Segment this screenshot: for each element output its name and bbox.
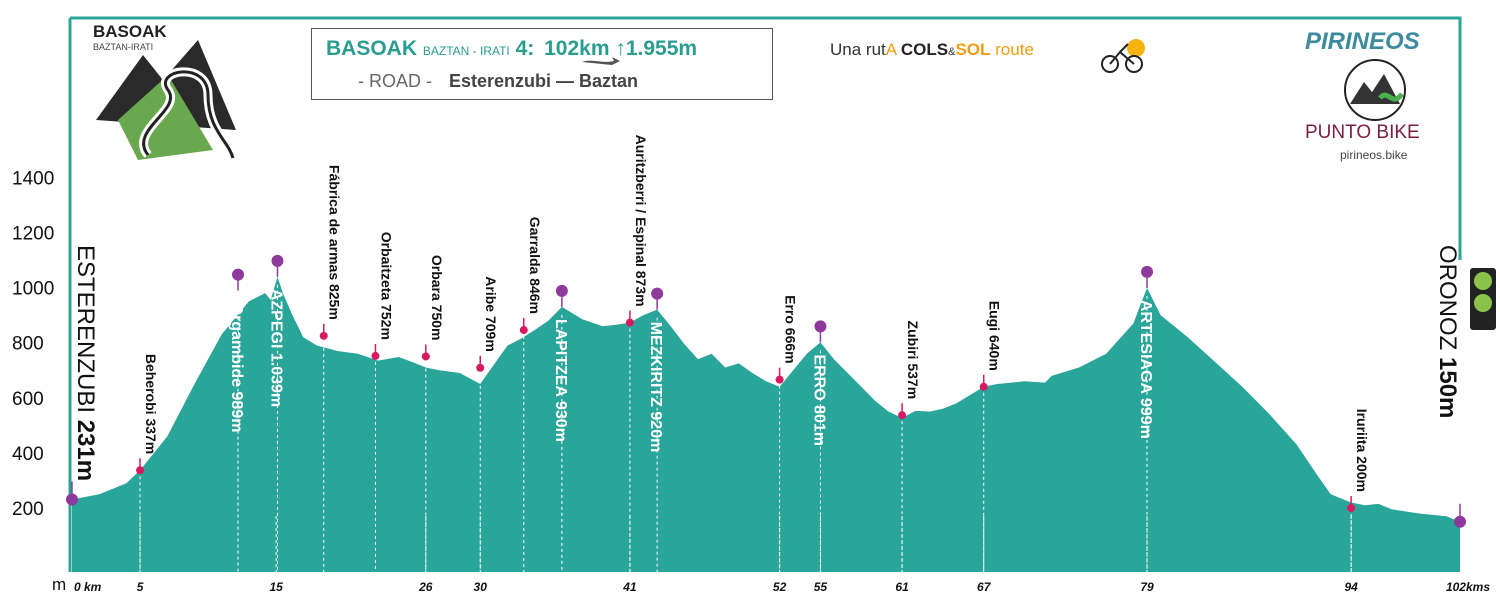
point-marker: [421, 352, 430, 361]
route-subtitle: - ROAD - Esterenzubi — Baztan: [358, 71, 638, 92]
pirineos-title: PIRINEOS: [1305, 28, 1420, 55]
summit-label: ARTESIAGA 999m: [1137, 300, 1154, 439]
chart-frame: [68, 16, 1462, 572]
summit-marker: [651, 287, 664, 300]
up-arrow-icon: ↑: [615, 37, 626, 60]
route-endpoints: Esterenzubi — Baztan: [449, 71, 639, 91]
x-tick-label: 102kms: [1446, 580, 1490, 594]
x-tick-label: 5: [137, 580, 144, 594]
endpoint-label: ESTERENZUBI 231m: [72, 245, 99, 481]
point-label: Auritzberri / Espinal 873m: [633, 135, 649, 307]
x-tick-label: 67: [977, 580, 992, 594]
summit-marker: [1454, 515, 1466, 528]
x-tick-label: 94: [1344, 580, 1358, 594]
point-marker: [898, 411, 907, 420]
point-label: Eugi 640m: [987, 301, 1003, 371]
point-label: Orbara 750m: [429, 255, 445, 341]
point-marker: [775, 375, 784, 384]
x-tick-label: 79: [1140, 580, 1154, 594]
point-label: Erro 666m: [783, 295, 799, 363]
elevation-area: [72, 276, 1460, 572]
x-tick-label: 0 km: [74, 580, 102, 594]
route-title-main: BASOAK: [326, 37, 418, 60]
creative-commons-icon: [1470, 268, 1496, 330]
x-tick-label: 61: [895, 580, 909, 594]
y-tick-label: 1400: [12, 168, 54, 189]
punto-bike-brand: PUNTO BIKE: [1305, 122, 1420, 143]
cols-text-3: COLS: [900, 40, 949, 59]
summit-label: ERRO 801m: [810, 354, 827, 446]
summit-label: AZPEGI 1.039m: [267, 289, 284, 407]
pirineos-url: pirineos.bike: [1340, 148, 1408, 162]
y-tick-label: 400: [12, 444, 44, 465]
summit-marker: [232, 268, 245, 281]
x-tick-label: 52: [773, 580, 787, 594]
point-marker: [519, 326, 528, 335]
x-tick-label: 55: [814, 580, 828, 594]
y-tick-label: 1200: [12, 224, 54, 245]
basoak-logo-title: BASOAK: [93, 22, 167, 41]
point-label: Garralda 846m: [527, 217, 543, 314]
y-tick-label: 1000: [12, 279, 54, 300]
point-marker: [979, 382, 988, 391]
summit-marker: [271, 254, 284, 267]
route-gain: 1.955m: [625, 37, 698, 60]
summit-marker: [1141, 265, 1154, 278]
point-marker: [476, 363, 485, 372]
summit-label: MEZKIRITZ 920m: [647, 322, 664, 453]
cols-text-1: Una rut: [830, 40, 886, 59]
cols-text-2: A: [885, 40, 897, 59]
point-label: Beherobi 337m: [143, 354, 159, 454]
point-marker: [371, 351, 380, 360]
route-mode: - ROAD -: [358, 71, 432, 91]
summit-label: LAPITZEA 930m: [552, 319, 569, 442]
y-tick-label: 800: [12, 334, 44, 355]
cols-sol-text: Una rutA COLS&SOL route: [830, 40, 1034, 60]
point-label: Zubiri 537m: [905, 321, 921, 400]
x-tick-label: 30: [474, 580, 488, 594]
endpoint-label: ORONOZ 150m: [1434, 245, 1461, 418]
route-title-number: 4:: [515, 37, 535, 60]
y-axis-unit: m: [52, 575, 66, 594]
y-tick-label: 600: [12, 389, 44, 410]
x-tick-label: 26: [418, 580, 433, 594]
point-label: Aribe 709m: [483, 276, 499, 351]
summit-marker: [66, 493, 78, 506]
x-tick-label: 41: [622, 580, 637, 594]
cols-text-4: &: [948, 46, 956, 58]
point-marker: [319, 331, 328, 340]
basoak-logo: [96, 40, 238, 160]
summit-label: Orgambide 989m: [228, 303, 245, 433]
point-label: Orbaitzeta 752m: [378, 232, 394, 340]
point-marker: [625, 318, 634, 327]
distance-arrow-icon: [582, 57, 620, 65]
point-marker: [1347, 504, 1356, 512]
x-tick-label: 15: [269, 580, 283, 594]
route-title: BASOAK BAZTAN - IRATI 4: 102km ↑1.955m: [326, 37, 697, 61]
pirineos-logo: [1344, 59, 1406, 121]
cols-text-5: SOL: [955, 40, 991, 59]
summit-marker: [814, 320, 827, 333]
point-marker: [136, 466, 145, 475]
basoak-logo-subtitle: BAZTAN-IRATI: [93, 42, 154, 52]
route-title-sub: BAZTAN - IRATI: [422, 44, 510, 58]
point-label: Iruriita 200m: [1354, 409, 1370, 492]
summit-marker: [555, 284, 568, 297]
route-title-box: BASOAK BAZTAN - IRATI 4: 102km ↑1.955m -…: [311, 28, 773, 100]
point-label: Fábrica de armas 825m: [327, 165, 343, 320]
cols-text-6: route: [990, 40, 1034, 59]
cyclist-sun-icon: [1101, 39, 1145, 73]
route-distance: 102km: [544, 37, 610, 60]
y-tick-label: 200: [12, 499, 44, 520]
